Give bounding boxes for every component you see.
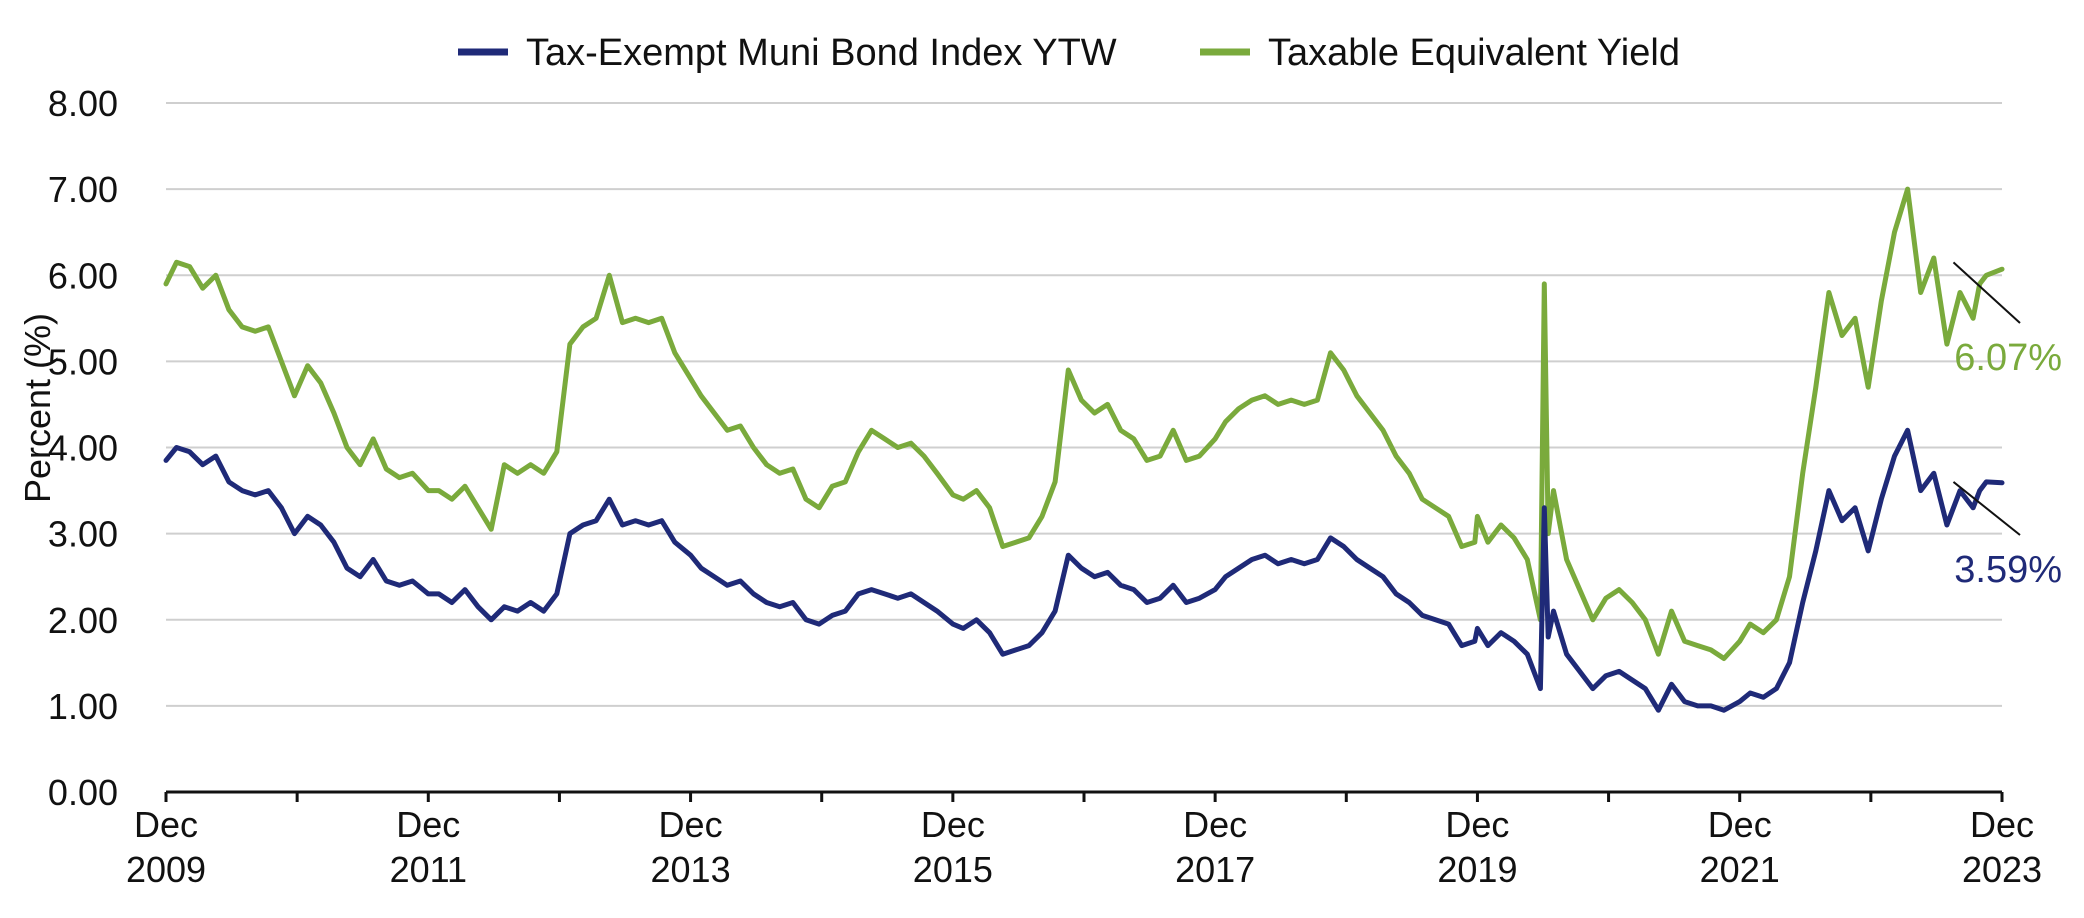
x-tick-label: 2023 [1962,849,2042,890]
x-tick-label: 2015 [913,849,993,890]
y-tick-label: 0.00 [48,772,118,813]
end-label-taxable: 6.07% [1954,337,2062,379]
x-tick-label: 2011 [390,849,467,890]
series-line-taxable-equivalent [163,186,2005,661]
x-tick-label: 2017 [1175,849,1255,890]
series-line-muni-ytw [163,427,2005,713]
y-tick-label: 6.00 [48,255,118,296]
end-labels: 6.07% 3.59% [1952,261,2062,591]
x-tick-label: Dec [134,804,198,845]
y-tick-label: 5.00 [48,341,118,382]
x-axis-ticks: Dec2009Dec2011Dec2013Dec2015Dec2017Dec20… [126,792,2042,890]
gridlines [166,102,2002,794]
y-axis-title: Percent (%) [17,313,58,503]
legend-label: Tax-Exempt Muni Bond Index YTW [526,32,1117,74]
legend: Tax-Exempt Muni Bond Index YTW Taxable Eq… [458,32,1680,74]
x-tick-label: 2019 [1437,849,1517,890]
y-tick-label: 8.00 [48,83,118,124]
x-tick-label: Dec [921,804,985,845]
y-tick-label: 4.00 [48,428,118,469]
series-lines [163,186,2005,713]
leader-line [1952,481,2021,536]
x-tick-label: Dec [659,804,723,845]
x-tick-label: Dec [396,804,460,845]
x-tick-label: 2013 [651,849,731,890]
y-tick-label: 7.00 [48,169,118,210]
legend-label: Taxable Equivalent Yield [1268,32,1680,74]
x-tick-label: 2021 [1700,849,1780,890]
x-tick-label: Dec [1970,804,2034,845]
x-tick-label: Dec [1445,804,1509,845]
y-axis-ticks: 0.00 1.00 2.00 3.00 4.00 5.00 6.00 7.00 8.00 [48,83,118,813]
y-tick-label: 1.00 [48,686,118,727]
x-tick-label: 2009 [126,849,206,890]
x-tick-label: Dec [1708,804,1772,845]
leader-line [1952,261,2021,324]
end-label-muni: 3.59% [1954,549,2062,591]
y-tick-label: 3.00 [48,514,118,555]
x-tick-label: Dec [1183,804,1247,845]
y-tick-label: 2.00 [48,600,118,641]
